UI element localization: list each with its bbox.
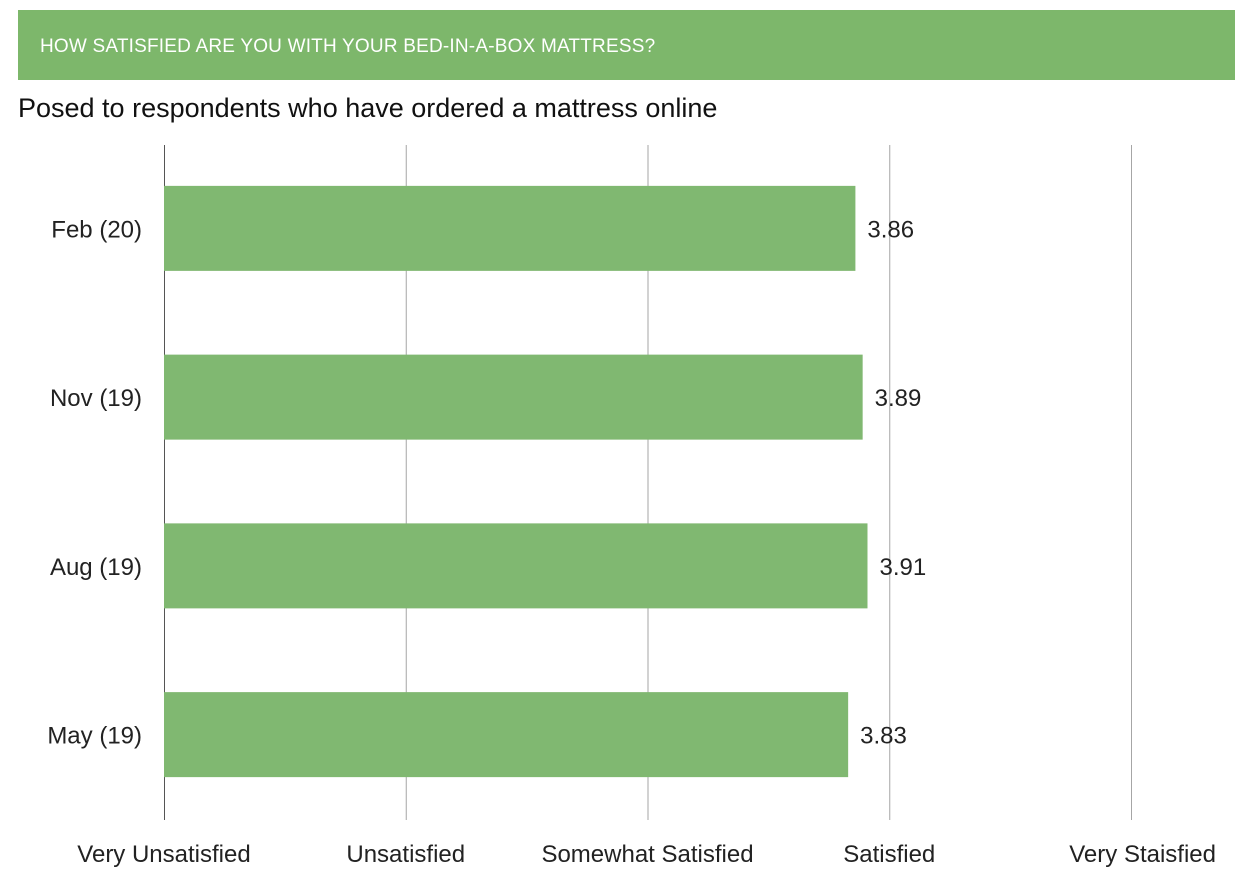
category-label: Nov (19): [50, 385, 142, 412]
data-label: 3.89: [875, 385, 922, 412]
bar: [164, 692, 849, 778]
x-tick-label: Very Unsatisfied: [77, 841, 250, 868]
chart-subtitle: Posed to respondents who have ordered a …: [18, 93, 718, 123]
header-banner: HOW SATISFIED ARE YOU WITH YOUR BED-IN-A…: [18, 10, 1235, 80]
bar: [164, 523, 868, 609]
x-tick-label: Very Staisfied: [1069, 841, 1216, 868]
bar: [164, 185, 856, 271]
data-label: 3.91: [879, 554, 926, 581]
x-tick-label: Satisfied: [843, 841, 935, 868]
data-label: 3.83: [860, 723, 907, 750]
banner-title: HOW SATISFIED ARE YOU WITH YOUR BED-IN-A…: [40, 36, 656, 57]
data-label: 3.86: [867, 216, 914, 243]
category-label: Aug (19): [50, 554, 142, 581]
category-label: Feb (20): [51, 216, 142, 243]
category-label: May (19): [47, 723, 142, 750]
x-tick-label: Unsatisfied: [346, 841, 465, 868]
bar: [164, 354, 863, 440]
x-tick-label: Somewhat Satisfied: [541, 841, 753, 868]
